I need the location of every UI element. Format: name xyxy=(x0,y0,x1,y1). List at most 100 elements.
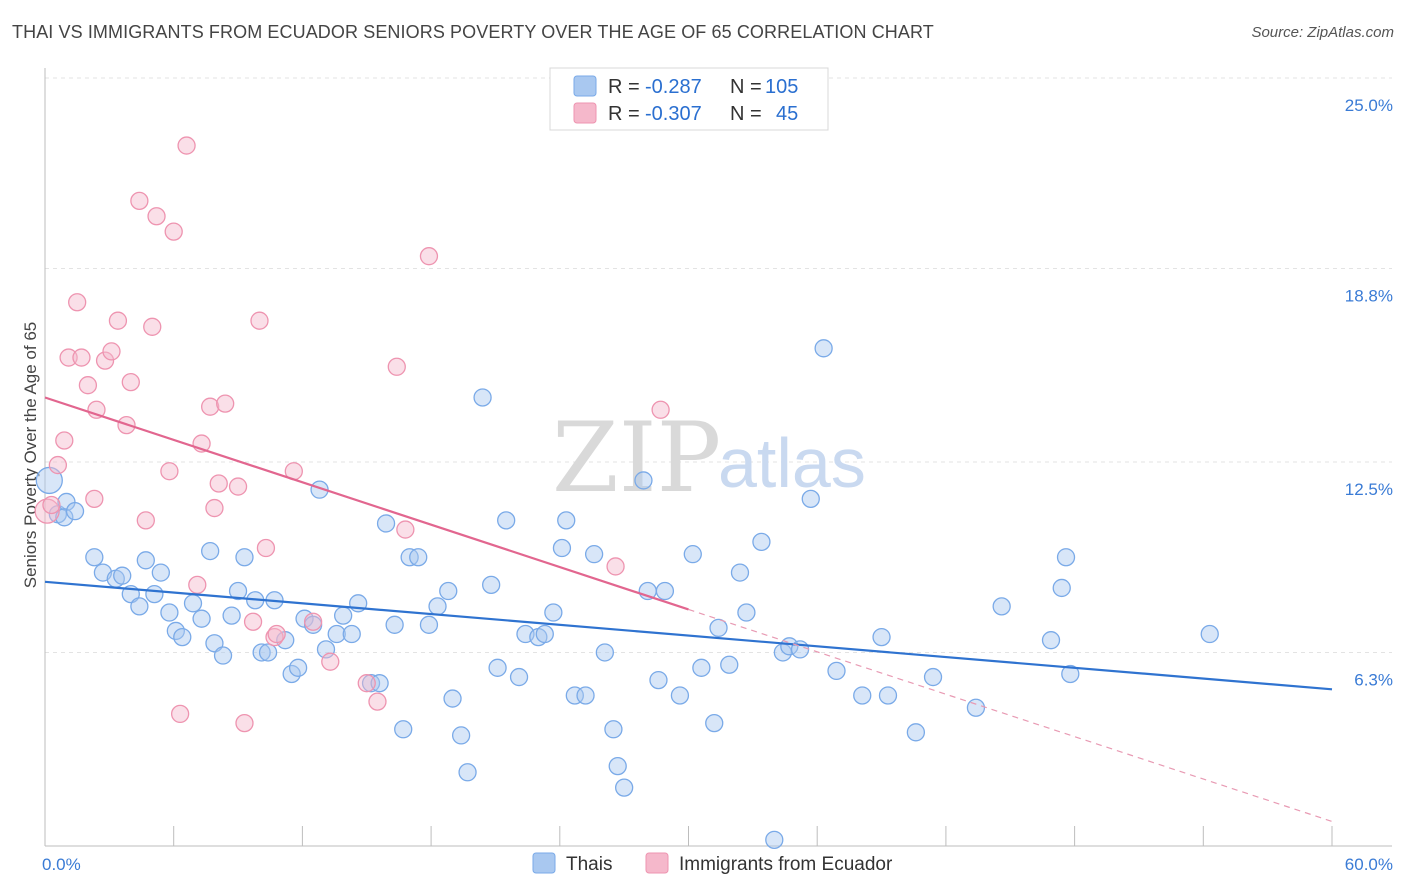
ecuador-point-0 xyxy=(34,498,60,524)
thais-point-19 xyxy=(201,541,220,561)
thais-point-17 xyxy=(183,594,203,613)
thais-point-79 xyxy=(709,618,728,638)
thais-point-3 xyxy=(55,508,74,527)
thais-point-38 xyxy=(342,624,361,644)
ecuador-point-5 xyxy=(68,293,87,312)
bottom-legend-swatch-ecuador xyxy=(645,852,669,874)
x-tick-label-min: 0.0% xyxy=(42,855,81,874)
thais-point-81 xyxy=(730,563,750,582)
ecuador-point-18 xyxy=(147,207,166,226)
thais-point-23 xyxy=(228,581,248,601)
ecuador-point-11 xyxy=(102,342,121,361)
thais-point-102 xyxy=(1200,624,1219,644)
ecuador-point-20 xyxy=(164,222,183,241)
trend-line-ecuador-extension xyxy=(688,608,1333,822)
thais-point-31 xyxy=(288,658,308,677)
y-tick-labels: 6.3% 12.5% 18.8% 25.0% xyxy=(1345,96,1393,689)
legend-ecuador-n-value: 45 xyxy=(776,103,798,125)
bottom-legend-thais: Thais xyxy=(566,854,612,875)
thais-point-70 xyxy=(615,778,634,797)
series-thais-points xyxy=(35,339,1219,850)
legend-thais-r-label: R = xyxy=(608,76,640,98)
ecuador-point-43 xyxy=(419,247,439,266)
y-axis-label: Seniors Poverty Over the Age of 65 xyxy=(21,322,40,588)
thais-point-62 xyxy=(552,538,572,558)
thais-point-91 xyxy=(853,686,872,705)
thais-point-53 xyxy=(473,388,492,407)
chart-title: THAI VS IMMIGRANTS FROM ECUADOR SENIORS … xyxy=(12,22,934,42)
thais-point-65 xyxy=(576,686,595,705)
bottom-legend-ecuador: Immigrants from Ecuador xyxy=(679,854,893,875)
grid-lines xyxy=(45,77,1392,653)
legend-ecuador-r-value: -0.307 xyxy=(645,103,702,125)
thais-point-83 xyxy=(752,532,771,552)
ecuador-point-10 xyxy=(95,351,115,370)
ecuador-point-28 xyxy=(216,394,235,413)
thais-point-84 xyxy=(765,830,784,850)
ecuador-point-35 xyxy=(267,624,286,644)
thais-point-13 xyxy=(151,563,170,582)
thais-point-94 xyxy=(906,723,926,742)
thais-point-98 xyxy=(1041,631,1061,650)
ecuador-point-32 xyxy=(250,311,269,330)
y-tick-label-2: 18.8% xyxy=(1345,286,1393,305)
thais-point-82 xyxy=(737,603,756,622)
series-ecuador-points xyxy=(34,136,670,733)
thais-point-67 xyxy=(595,643,614,662)
thais-point-48 xyxy=(428,597,447,616)
legend-swatch-ecuador xyxy=(573,102,597,124)
ecuador-point-23 xyxy=(188,575,207,595)
thais-point-16 xyxy=(173,627,192,647)
ecuador-point-19 xyxy=(160,462,179,481)
ecuador-point-21 xyxy=(170,704,190,724)
bottom-legend: Thais Immigrants from Ecuador xyxy=(532,852,893,875)
thais-point-78 xyxy=(705,713,724,733)
thais-point-60 xyxy=(535,624,554,644)
thais-point-66 xyxy=(584,545,604,564)
thais-point-100 xyxy=(1056,548,1076,567)
stats-legend: R = -0.287 N = 105 R = -0.307 N = 45 xyxy=(549,67,829,131)
thais-point-26 xyxy=(252,643,271,662)
trend-line-thais xyxy=(44,580,1333,691)
ecuador-point-45 xyxy=(651,400,670,419)
ecuador-point-37 xyxy=(303,612,323,631)
thais-point-73 xyxy=(649,670,668,690)
thais-point-95 xyxy=(923,667,943,687)
thais-point-64 xyxy=(565,686,584,705)
ecuador-point-6 xyxy=(72,348,91,367)
thais-point-10 xyxy=(130,597,149,616)
ecuador-point-14 xyxy=(121,372,140,392)
thais-point-47 xyxy=(419,615,439,634)
thais-point-88 xyxy=(801,489,820,509)
thais-point-69 xyxy=(608,756,627,776)
x-tick-label-max: 60.0% xyxy=(1345,855,1393,874)
legend-thais-n-value: 105 xyxy=(765,76,798,98)
ecuador-point-2 xyxy=(48,455,68,475)
thais-point-56 xyxy=(497,511,516,530)
ecuador-point-30 xyxy=(235,713,254,733)
thais-point-89 xyxy=(814,339,833,358)
thais-point-80 xyxy=(720,655,739,674)
thais-point-75 xyxy=(670,686,690,705)
watermark-atlas: atlas xyxy=(718,424,866,502)
thais-point-11 xyxy=(136,551,155,570)
legend-ecuador-r-label: R = xyxy=(608,103,640,125)
ecuador-point-26 xyxy=(205,498,224,518)
thais-point-4 xyxy=(65,502,85,521)
y-tick-label-0: 6.3% xyxy=(1354,670,1393,689)
ecuador-point-7 xyxy=(78,376,98,395)
ecuador-point-33 xyxy=(256,538,276,558)
thais-point-77 xyxy=(692,658,711,677)
ecuador-point-38 xyxy=(321,652,340,671)
thais-point-27 xyxy=(258,643,278,662)
thais-point-5 xyxy=(85,548,104,567)
thais-point-61 xyxy=(544,603,563,622)
legend-thais-n-label: N = xyxy=(730,76,762,98)
thais-point-12 xyxy=(145,584,164,604)
thais-point-90 xyxy=(827,661,846,681)
thais-point-63 xyxy=(557,511,576,530)
thais-point-21 xyxy=(213,646,233,665)
trend-line-ecuador xyxy=(44,396,689,611)
x-tick-labels: 0.0% 60.0% xyxy=(42,855,1393,874)
thais-point-41 xyxy=(370,674,389,693)
